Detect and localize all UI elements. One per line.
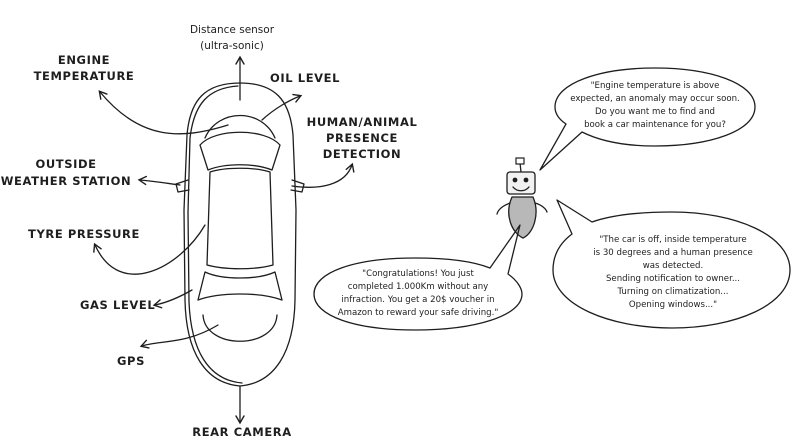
bubble-congrats-text-line2: completed 1.000Km without any [348, 282, 489, 292]
arrow-engine-temperature [98, 90, 229, 135]
bubble-congrats-text-line3: infraction. You get a 20$ voucher in [341, 295, 494, 305]
robot-assistant [496, 157, 548, 239]
label-rear-camera: REAR CAMERA [192, 425, 291, 439]
sensor-labels: Distance sensor (ultra-sonic) ENGINE TEM… [1, 24, 418, 439]
rear-window [197, 271, 283, 301]
arrow-tyre-pressure [93, 224, 206, 275]
car-body [183, 82, 297, 387]
label-outside-weather-line1: OUTSIDE [35, 157, 96, 171]
label-human-presence-line2: PRESENCE [326, 131, 398, 145]
arrow-human-presence [291, 162, 355, 188]
car-top-view [175, 82, 305, 387]
bubble-car-off-outline [552, 199, 791, 329]
label-engine-temperature-line1: ENGINE [58, 53, 110, 67]
label-distance-sensor-line2: (ultra-sonic) [200, 40, 264, 52]
car-body-outline-sketch [187, 85, 243, 384]
label-human-presence-line3: DETECTION [323, 147, 401, 161]
label-gps: GPS [117, 354, 145, 368]
robot-eye-left [512, 177, 518, 183]
bubble-congrats-text-line4: Amazon to reward your safe driving." [338, 308, 499, 318]
trunk-line [202, 314, 278, 342]
robot-arm-right [534, 202, 548, 213]
bubble-congrats-text-line1: "Congratulations! You just [362, 269, 474, 279]
windshield [199, 131, 281, 171]
hood-line [204, 115, 276, 139]
bubble-car-off: "The car is off, inside temperature is 3… [552, 199, 791, 329]
robot-eye-right [523, 177, 529, 183]
label-gas-level: GAS LEVEL [80, 298, 155, 312]
bubble-engine-text-line4: book a car maintenance for you? [584, 120, 726, 130]
bubble-car-off-text-line4: Sending notification to owner... [606, 274, 740, 284]
bubble-congratulations-outline [313, 224, 523, 331]
bubble-congratulations: "Congratulations! You just completed 1.0… [313, 224, 523, 331]
label-distance-sensor-line1: Distance sensor [190, 24, 275, 36]
robot-arm-left [496, 202, 511, 215]
label-oil-level: OIL LEVEL [270, 71, 340, 85]
robot-antenna-tip [515, 157, 525, 165]
bubble-engine-temperature: "Engine temperature is above expected, a… [539, 67, 756, 171]
arrow-gas-level [152, 289, 193, 309]
bubble-engine-text-line1: "Engine temperature is above [591, 81, 720, 91]
bubble-engine-text-line3: Do you want me to find and [595, 107, 715, 117]
left-mirror [175, 179, 190, 193]
robot-body [508, 196, 537, 239]
robot-smile [512, 186, 530, 192]
label-human-presence-line1: HUMAN/ANIMAL [307, 115, 418, 129]
roof [206, 167, 274, 270]
label-engine-temperature-line2: TEMPERATURE [34, 69, 135, 83]
arrow-gps [139, 324, 219, 349]
bubble-engine-text-line2: expected, an anomaly may occur soon. [570, 94, 740, 104]
right-mirror [290, 179, 305, 193]
bubble-car-off-text-line3: was detected. [643, 261, 703, 271]
bubble-car-off-text-line2: is 30 degrees and a human presence [593, 248, 753, 258]
bubble-car-off-text-line1: "The car is off, inside temperature [599, 235, 746, 245]
label-outside-weather-line2: WEATHER STATION [1, 174, 132, 188]
arrow-outside-weather [137, 175, 181, 186]
bubble-car-off-text-line6: Opening windows..." [629, 300, 717, 310]
bubble-engine-temperature-outline [539, 67, 756, 171]
arrow-oil-level [261, 93, 303, 121]
label-tyre-pressure: TYRE PRESSURE [28, 227, 140, 241]
bubble-car-off-text-line5: Turning on climatization... [616, 287, 728, 297]
sensor-arrows [93, 55, 355, 425]
